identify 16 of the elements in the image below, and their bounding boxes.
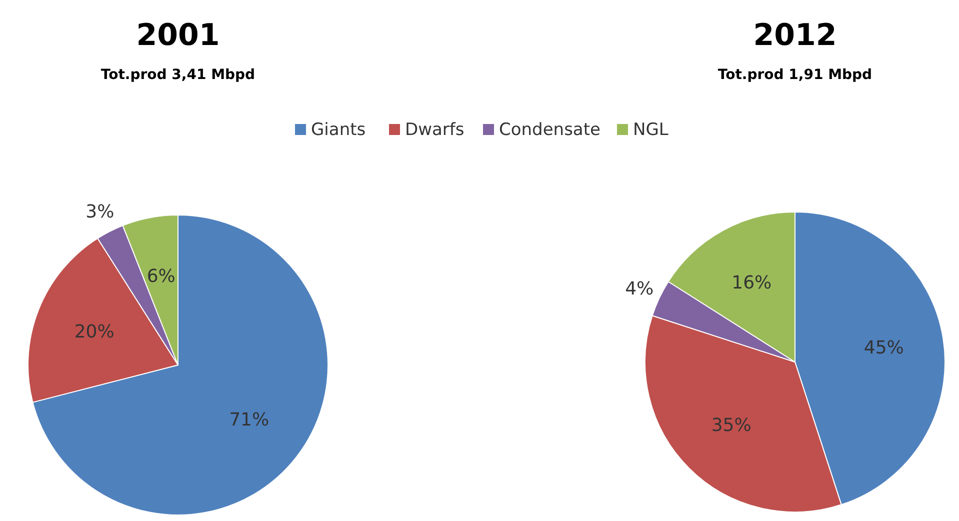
data-label: 3% [86,201,114,222]
data-label: 4% [625,278,654,300]
data-label: 20% [74,321,114,342]
data-label: 71% [229,410,270,431]
legend-label: Condensate [499,120,600,140]
legend-label: NGL [633,120,669,140]
legend-label: Giants [311,120,366,140]
data-label: 35% [711,415,752,436]
data-label: 16% [732,272,772,294]
data-label: 6% [146,266,176,288]
chart-subtitle: Tot.prod 3,41 Mbpd [100,67,256,83]
chart-subtitle: Tot.prod 1,91 Mbpd [718,67,872,83]
legend-label: Dwarfs [405,120,464,140]
chart-title: 2001 [136,18,220,53]
chart-title: 2012 [753,18,837,53]
data-label: 45% [864,337,904,358]
